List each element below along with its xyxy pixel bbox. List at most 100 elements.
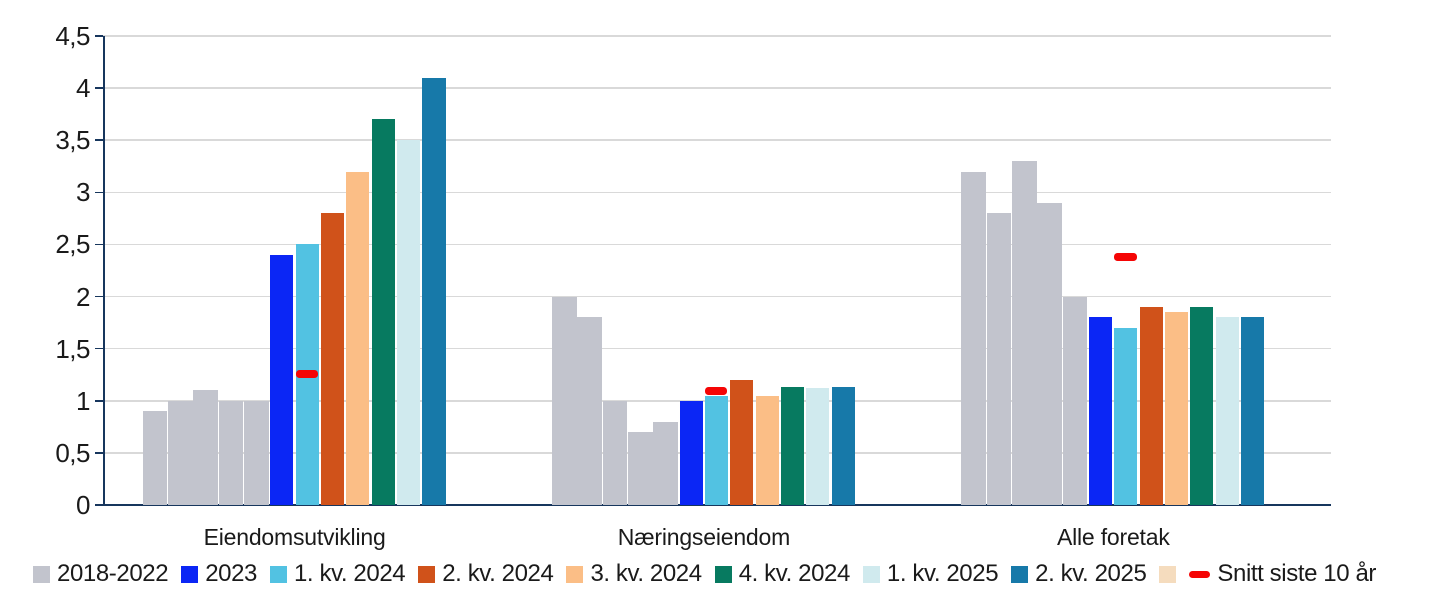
bar-2018-2022 bbox=[986, 213, 1012, 505]
bar-2018-2022 bbox=[577, 317, 602, 505]
y-axis-tick bbox=[95, 295, 103, 298]
y-axis-tick-label: 2,5 bbox=[55, 229, 90, 260]
legend-color-swatch bbox=[269, 565, 287, 583]
y-gridline bbox=[103, 87, 1331, 89]
y-axis-line bbox=[103, 36, 105, 505]
legend-item: 4. kv. 2024 bbox=[714, 560, 851, 587]
y-axis-tick bbox=[95, 139, 103, 141]
bar-4-kv-2024 bbox=[371, 119, 395, 505]
bar-1-kv-2025 bbox=[397, 140, 421, 505]
bar-2-kv-2025 bbox=[422, 77, 446, 505]
y-axis-tick-label: 1 bbox=[76, 385, 90, 416]
x-axis-line bbox=[103, 504, 1331, 506]
legend-color-swatch bbox=[862, 565, 880, 583]
bar-3-kv-2024 bbox=[755, 395, 779, 505]
legend-item: 3. kv. 2024 bbox=[566, 560, 702, 587]
legend-label: 2. kv. 2024 bbox=[442, 560, 554, 587]
bar-2-kv-2025 bbox=[1241, 317, 1265, 505]
bar-1-kv-2024 bbox=[1114, 327, 1138, 505]
bar-2018-2022 bbox=[961, 171, 986, 505]
legend-item: 1. kv. 2025 bbox=[862, 560, 999, 587]
legend-color-swatch bbox=[1011, 565, 1029, 583]
bar-3-kv-2024 bbox=[346, 171, 370, 505]
legend-color-swatch bbox=[418, 565, 436, 583]
legend-item: 2018-2022 bbox=[33, 560, 169, 587]
legend-label: 2023 bbox=[205, 560, 257, 587]
bar-1-kv-2025 bbox=[1215, 317, 1239, 505]
y-axis-tick-label: 4,5 bbox=[55, 21, 90, 51]
y-gridline bbox=[103, 35, 1331, 37]
bar-2023 bbox=[1088, 317, 1113, 505]
y-axis-tick bbox=[95, 452, 103, 454]
bar-2018-2022 bbox=[243, 400, 269, 505]
snitt-marker bbox=[1114, 253, 1137, 261]
legend-color-swatch bbox=[33, 565, 50, 583]
y-axis-tick-label: 0 bbox=[76, 490, 90, 520]
bar-2018-2022 bbox=[602, 400, 628, 505]
bar-2-kv-2024 bbox=[730, 379, 754, 505]
legend-label: Snitt siste 10 år bbox=[1217, 560, 1377, 587]
y-axis-tick bbox=[95, 35, 103, 37]
bar-2018-2022 bbox=[653, 421, 678, 505]
bar-2018-2022 bbox=[167, 400, 193, 505]
bar-2018-2022 bbox=[627, 432, 653, 505]
legend-color-swatch bbox=[714, 565, 732, 583]
legend-item: 1. kv. 2024 bbox=[269, 560, 406, 587]
category-label: Alle foretak bbox=[1056, 524, 1170, 550]
legend-item: Snitt siste 10 år bbox=[1189, 562, 1376, 586]
bar-2023 bbox=[679, 400, 703, 505]
bar-2-kv-2024 bbox=[1139, 307, 1163, 505]
legend-color-swatch bbox=[566, 565, 584, 583]
y-axis-tick-label: 1,5 bbox=[55, 333, 90, 364]
bar-2018-2022 bbox=[1037, 202, 1062, 505]
y-gridline bbox=[103, 243, 1331, 246]
bar-2023 bbox=[270, 254, 294, 505]
y-axis-tick-label: 3,5 bbox=[55, 125, 90, 156]
legend-item bbox=[1159, 565, 1177, 583]
legend-color-swatch bbox=[1159, 565, 1177, 583]
legend-label: 2. kv. 2025 bbox=[1035, 560, 1147, 587]
y-gridline bbox=[103, 139, 1331, 141]
bar-4-kv-2024 bbox=[1190, 307, 1214, 505]
legend-label: 3. kv. 2024 bbox=[590, 560, 702, 587]
bar-3-kv-2024 bbox=[1165, 312, 1189, 505]
legend-item: 2. kv. 2024 bbox=[418, 560, 554, 587]
legend-item: 2023 bbox=[181, 562, 257, 586]
y-gridline bbox=[103, 347, 1331, 350]
legend-label: 4. kv. 2024 bbox=[738, 560, 851, 587]
y-axis-tick bbox=[95, 243, 103, 246]
snitt-marker bbox=[295, 369, 318, 378]
legend-label: 1. kv. 2024 bbox=[293, 560, 406, 587]
legend-item: 2. kv. 2025 bbox=[1011, 560, 1147, 587]
legend-label: 1. kv. 2025 bbox=[886, 560, 999, 587]
bar-2-kv-2025 bbox=[831, 387, 855, 505]
bar-2018-2022 bbox=[551, 296, 577, 505]
bar-2018-2022 bbox=[218, 400, 244, 505]
y-axis-tick bbox=[95, 347, 103, 350]
legend: 2018-2022 2023 1. kv. 2024 2. kv. 2024 3. kv… bbox=[33, 558, 1433, 590]
plot-area: 0 0,5 1 1,5 2 2,5 3 3,5 4 4,5 Eiendomsutvikling Nær… bbox=[55, 21, 1331, 550]
y-axis-tick bbox=[95, 87, 103, 89]
legend-dash-swatch bbox=[1189, 570, 1211, 578]
y-gridline bbox=[103, 295, 1331, 298]
y-axis-tick-label: 4 bbox=[76, 73, 90, 104]
y-axis-tick bbox=[95, 504, 103, 506]
category-label: Næringseiendom bbox=[617, 524, 791, 550]
y-gridline bbox=[103, 191, 1331, 194]
legend-label: 2018-2022 bbox=[57, 560, 169, 587]
y-axis-tick-label: 3 bbox=[76, 177, 90, 208]
bar-2018-2022 bbox=[142, 411, 168, 505]
category-label: Eiendomsutvikling bbox=[203, 524, 386, 550]
snitt-marker bbox=[704, 387, 728, 396]
bar-4-kv-2024 bbox=[781, 387, 805, 505]
bar-2018-2022 bbox=[1062, 296, 1088, 505]
y-axis-tick-label: 0,5 bbox=[55, 437, 90, 468]
bar-1-kv-2024 bbox=[704, 395, 729, 505]
y-axis-tick bbox=[95, 191, 103, 194]
bar-2018-2022 bbox=[1011, 161, 1037, 505]
bar-1-kv-2025 bbox=[806, 388, 830, 505]
bar-2-kv-2024 bbox=[321, 213, 345, 505]
y-axis-tick-label: 2 bbox=[76, 281, 90, 312]
y-axis-tick bbox=[95, 400, 103, 402]
